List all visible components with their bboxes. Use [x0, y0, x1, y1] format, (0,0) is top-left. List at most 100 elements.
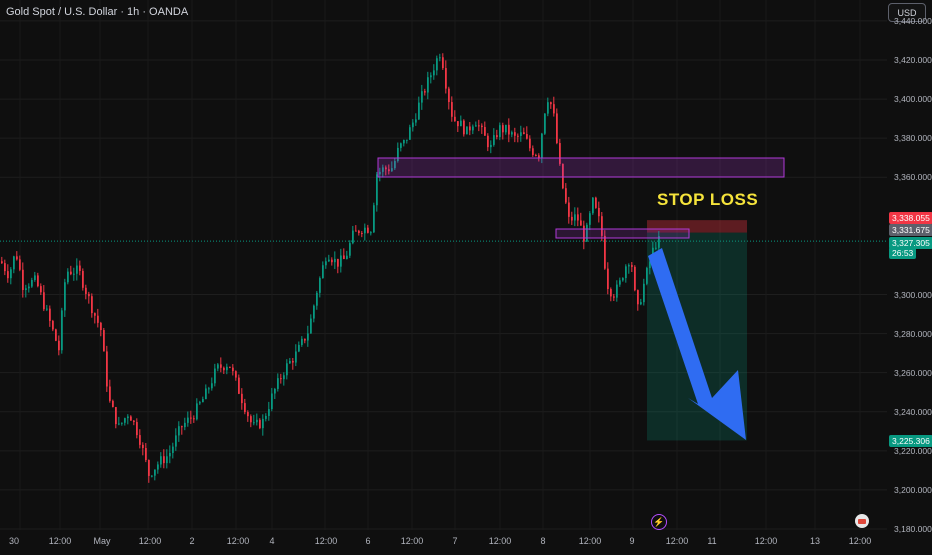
candle-body [40, 286, 42, 293]
candle-body [133, 420, 135, 423]
candle-body [151, 475, 153, 477]
time-tick: 8 [540, 536, 546, 546]
candle-body [448, 88, 450, 103]
candle-body [226, 366, 228, 371]
candle-body [442, 57, 444, 69]
candle-body [388, 169, 390, 172]
candle-body [607, 268, 609, 290]
stop-price-badge: 3,338.055 [889, 212, 932, 224]
candle-body [508, 124, 510, 135]
time-axis[interactable] [0, 530, 932, 550]
candle-body [172, 446, 174, 453]
lightning-icon[interactable]: ⚡ [651, 514, 667, 530]
candle-body [241, 393, 243, 404]
candle-body [139, 435, 141, 445]
candle-body [202, 399, 204, 403]
candle-body [415, 119, 417, 123]
currency-button[interactable]: USD [888, 3, 926, 22]
candle-body [247, 412, 249, 417]
entry-price-badge: 3,331.675 [889, 224, 932, 236]
candle-body [79, 265, 81, 271]
price-tick: 3,220.000 [894, 445, 932, 456]
candle-body [61, 310, 63, 351]
candle-body [391, 168, 393, 172]
candle-body [421, 91, 423, 103]
candle-body [130, 416, 132, 421]
candle-body [55, 329, 57, 341]
price-tick: 3,200.000 [894, 484, 932, 495]
candle-body [502, 125, 504, 133]
candle-body [568, 202, 570, 217]
candle-body [193, 418, 195, 420]
candle-body [70, 271, 72, 275]
candle-body [655, 247, 657, 249]
candle-body [619, 280, 621, 285]
candle-body [460, 120, 462, 127]
candle-body [457, 121, 459, 127]
price-tick: 3,360.000 [894, 172, 932, 183]
price-tick: 3,260.000 [894, 367, 932, 378]
candle-body [640, 302, 642, 305]
candle-body [490, 144, 492, 148]
candle-body [313, 305, 315, 319]
candle-body [67, 271, 69, 283]
candle-body [46, 308, 48, 310]
candle-body [334, 258, 336, 263]
candle-body [91, 296, 93, 314]
candle-body [211, 383, 213, 389]
candle-body [592, 197, 594, 214]
candle-body [628, 265, 630, 267]
candle-body [136, 422, 138, 436]
candle-body [199, 402, 201, 404]
candle-body [121, 422, 123, 424]
candle-body [235, 371, 237, 378]
candle-body [553, 104, 555, 114]
candle-body [187, 417, 189, 423]
candle-body [427, 77, 429, 93]
time-tick: 12:00 [848, 536, 872, 546]
candle-body [37, 275, 39, 287]
candle-body [403, 140, 405, 144]
candle-body [238, 377, 240, 394]
candle-body [511, 132, 513, 135]
candle-body [385, 167, 387, 170]
time-tick: 30 [8, 536, 20, 546]
candle-body [145, 448, 147, 461]
candle-body [478, 125, 480, 127]
candle-body [325, 261, 327, 266]
calendar-icon[interactable] [855, 514, 869, 528]
candle-body [310, 318, 312, 334]
candle-body [178, 426, 180, 436]
candle-body [118, 423, 120, 425]
candle-body [379, 171, 381, 175]
candle-body [484, 127, 486, 136]
candle-body [454, 116, 456, 122]
candle-body [250, 416, 252, 423]
candle-body [259, 419, 261, 429]
candle-body [631, 265, 633, 267]
candle-body [190, 417, 192, 419]
candle-body [649, 261, 651, 269]
candle-body [298, 344, 300, 352]
candle-body [64, 282, 66, 311]
candle-body [208, 388, 210, 390]
candle-body [292, 360, 294, 363]
candle-body [88, 293, 90, 297]
candle-body [322, 265, 324, 279]
candle-body [253, 422, 255, 424]
time-tick: 12:00 [138, 536, 162, 546]
candle-body [589, 213, 591, 225]
candle-body [361, 232, 363, 234]
candle-body [397, 147, 399, 162]
candle-body [223, 367, 225, 371]
candle-body [328, 259, 330, 262]
time-tick: 2 [189, 536, 195, 546]
time-tick: 4 [269, 536, 275, 546]
candle-body [622, 278, 624, 281]
candle-body [571, 216, 573, 221]
candle-body [34, 275, 36, 281]
candle-body [643, 283, 645, 303]
price-tick: 3,440.000 [894, 15, 932, 26]
